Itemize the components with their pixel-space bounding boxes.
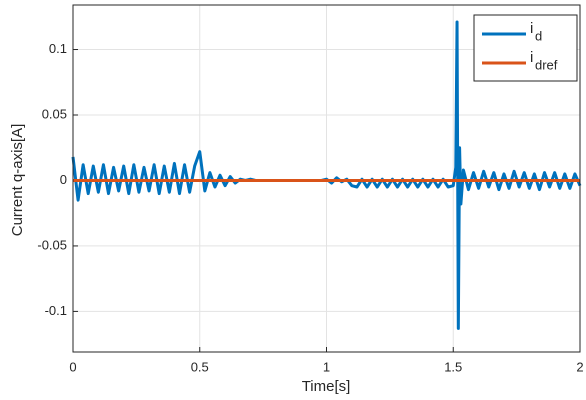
legend-subscript: dref xyxy=(535,57,558,72)
legend-subscript: d xyxy=(535,28,542,43)
x-tick-label: 1 xyxy=(323,359,330,374)
legend: i di dref xyxy=(473,14,578,82)
data-line xyxy=(71,20,582,330)
plot-frame xyxy=(72,4,581,353)
x-tick-label: 2 xyxy=(576,359,583,374)
x-axis-label: Time[s] xyxy=(302,378,351,395)
y-tick-label: 0.05 xyxy=(42,106,67,121)
x-tick-label: 0 xyxy=(69,359,76,374)
legend-label: i xyxy=(530,20,533,37)
x-tick-label: 0.5 xyxy=(191,359,209,374)
y-tick-label: -0.05 xyxy=(37,237,67,252)
y-tick-label: 0 xyxy=(60,172,67,187)
y-tick-label: 0.1 xyxy=(49,41,67,56)
y-axis-label: Current q-axis[A] xyxy=(9,124,26,237)
x-tick-label: 1.5 xyxy=(444,359,462,374)
y-tick-label: -0.1 xyxy=(45,303,67,318)
legend-box xyxy=(473,14,578,82)
legend-label: i xyxy=(530,49,533,66)
